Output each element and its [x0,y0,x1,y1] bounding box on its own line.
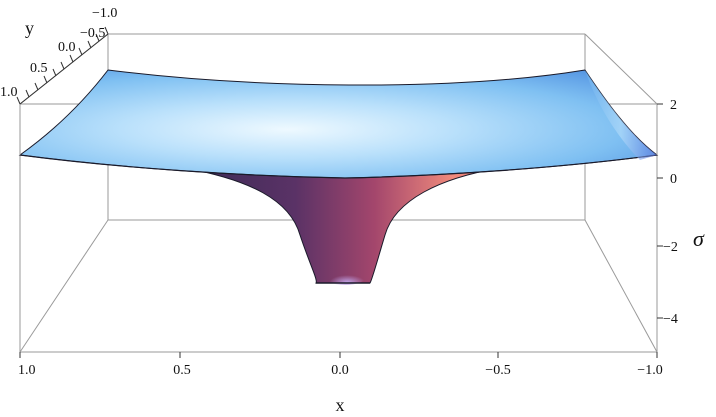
y-tick-label: 1.0 [0,85,18,100]
y-tick-label: 0.0 [58,40,76,55]
x-tick-label: −1.0 [637,363,662,378]
z-tick-label: 0 [670,172,677,187]
y-tick-label: 0.5 [30,61,48,76]
bounding-box-front [19,104,658,155]
z-tick-label: 2 [670,98,677,113]
z-tick-label: −2 [663,240,678,255]
x-tick-label: −0.5 [485,363,510,378]
y-axis: 1.0 0.5 0.0 −0.5 −1.0 y [0,6,117,105]
x-tick-label: 0.0 [331,363,349,378]
x-tick-label: 0.5 [173,363,191,378]
x-tick-label: 1.0 [18,363,36,378]
y-tick-label: −1.0 [92,6,117,21]
y-axis-label: y [25,18,34,38]
sheet-surface [18,69,659,179]
z-tick-label: −4 [663,312,678,327]
funnel-surface [184,167,501,285]
x-axis-label: x [336,395,345,415]
y-tick-label: −0.5 [80,26,105,41]
z-axis: 2 0 −2 −4 σ [657,98,705,327]
x-axis: 1.0 0.5 0.0 −0.5 −1.0 x [18,352,663,415]
z-axis-label: σ [693,226,705,251]
